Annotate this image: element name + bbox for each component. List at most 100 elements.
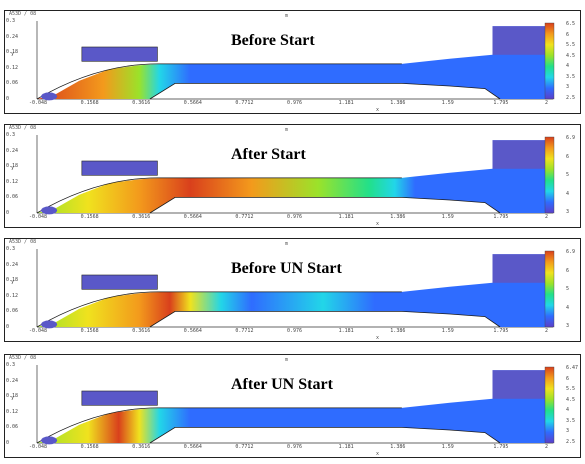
nose-bump — [41, 436, 58, 445]
x-tick-label: 1.386 — [390, 444, 406, 450]
x-tick-label: 0.5664 — [183, 214, 202, 220]
contour-plot — [36, 135, 555, 215]
x-tick-label: 0.7712 — [235, 100, 254, 106]
cowl-body — [81, 46, 158, 62]
y-tick-label: 0.18 — [6, 49, 19, 56]
wall-upper — [36, 177, 402, 214]
y-tick-label: 0.06 — [6, 80, 19, 87]
y-tick-label: 0.12 — [6, 64, 19, 71]
y-tick-label: 0.3 — [6, 18, 16, 24]
colorbar-tick-label: 6.9 — [566, 135, 576, 141]
x-tick-label: 0.3616 — [132, 214, 151, 220]
panel-title: Before UN Start — [231, 260, 342, 277]
colorbar-tick-label: 5 — [566, 172, 570, 178]
flow-field — [37, 26, 548, 100]
panel-header: A53D / 08 — [9, 11, 37, 17]
x-tick-label: 0.7712 — [235, 328, 254, 334]
y-tick-label: 0.3 — [6, 362, 16, 368]
x-tick-label: 2 — [545, 444, 549, 450]
wall-upper — [36, 63, 402, 100]
x-axis-label: x — [376, 221, 380, 227]
y-tick-label: 0.12 — [6, 178, 19, 185]
panel-header: A53D / 08 — [9, 355, 37, 361]
wall-lower — [149, 83, 501, 100]
x-tick-label: 1.795 — [493, 214, 509, 220]
colorbar-tick-label: 4.5 — [566, 52, 576, 59]
y-tick-label: 0.06 — [6, 194, 19, 201]
y-tick-label: 0.24 — [6, 377, 19, 384]
y-tick-label: 0 — [6, 210, 10, 216]
y-axis-label: y — [11, 51, 15, 57]
x-tick-label: -0.048 — [29, 214, 48, 220]
colorbar-tick-label: 2.5 — [566, 439, 576, 445]
colorbar-tick-label: 6 — [566, 267, 570, 274]
x-tick-label: 1.795 — [493, 328, 509, 334]
y-tick-label: 0.24 — [6, 147, 19, 154]
x-tick-label: 0.7712 — [235, 444, 254, 450]
y-tick-label: 0.24 — [6, 261, 19, 268]
flow-field — [37, 254, 548, 327]
contour-plot — [36, 249, 555, 329]
colorbar-tick-label: 4 — [566, 304, 570, 311]
x-tick-label: 2 — [545, 100, 549, 106]
panel-title: After UN Start — [231, 376, 333, 393]
y-axis-label: y — [11, 165, 15, 171]
x-tick-label: 1.181 — [338, 100, 354, 106]
colorbar-tick-label: 6.47 — [566, 365, 579, 371]
colorbar-tick-label: 6.9 — [566, 249, 576, 255]
x-tick-label: 0.1568 — [80, 328, 99, 334]
x-tick-label: -0.048 — [29, 100, 48, 106]
colorbar-tick-label: 6 — [566, 31, 570, 38]
x-tick-label: 0.976 — [287, 444, 303, 450]
exit-plenum — [492, 254, 548, 283]
colorbar-tick-label: 2.5 — [566, 95, 576, 101]
colorbar-tick-label: 5.5 — [566, 42, 576, 49]
y-tick-label: 0.06 — [6, 308, 19, 315]
y-tick-label: 0.3 — [6, 132, 16, 138]
x-tick-label: -0.048 — [29, 328, 48, 334]
panel-title: After Start — [231, 146, 306, 163]
wall-lower — [149, 427, 501, 444]
cowl-body — [81, 160, 158, 176]
wall-upper — [36, 407, 402, 444]
x-tick-label: 0.3616 — [132, 100, 151, 106]
x-tick-label: -0.048 — [29, 444, 48, 450]
x-tick-label: 0.5664 — [183, 444, 202, 450]
contour-plot — [36, 365, 555, 445]
colorbar-tick-label: 5.5 — [566, 386, 576, 393]
y-tick-label: 0.18 — [6, 277, 19, 284]
colorbar-tick-label: 3 — [566, 428, 570, 435]
x-axis-label: x — [376, 451, 380, 457]
colorbar — [544, 136, 555, 214]
x-tick-label: 1.795 — [493, 100, 509, 106]
panel-title: Before Start — [231, 32, 315, 49]
x-tick-label: 2 — [545, 214, 549, 220]
y-tick-label: 0.24 — [6, 33, 19, 40]
panel-header-mid: m — [285, 13, 289, 19]
y-tick-label: 0 — [6, 440, 10, 446]
flow-field — [37, 140, 548, 213]
colorbar-tick-label: 3.5 — [566, 417, 576, 424]
x-tick-label: 1.386 — [390, 100, 406, 106]
y-tick-label: 0 — [6, 324, 10, 330]
x-tick-label: 0.1568 — [80, 444, 99, 450]
y-tick-label: 0.3 — [6, 246, 16, 252]
y-tick-label: 0.12 — [6, 292, 19, 299]
colorbar-tick-label: 6 — [566, 153, 570, 160]
contour-panel: A53D / 08 m After Start 0.3 0.24 0.18 0.12 0.06… — [4, 124, 581, 228]
wall-upper — [36, 291, 402, 328]
x-axis-label: x — [376, 107, 380, 113]
wall-lower — [149, 197, 501, 214]
flow-field — [37, 370, 548, 443]
x-tick-label: 1.181 — [338, 214, 354, 220]
colorbar — [544, 366, 555, 444]
exit-plenum — [492, 370, 548, 399]
panel-header: A53D / 08 — [9, 239, 37, 245]
wall-lower — [149, 311, 501, 328]
contour-panel: A53D / 08 m Before Start 0.3 0.24 0.18 0.12 0.0… — [4, 10, 581, 114]
x-tick-label: 0.976 — [287, 328, 303, 334]
panel-header-mid: m — [285, 241, 289, 247]
y-tick-label: 0 — [6, 96, 10, 102]
colorbar-tick-label: 3 — [566, 84, 570, 91]
colorbar-tick-label: 4 — [566, 190, 570, 197]
